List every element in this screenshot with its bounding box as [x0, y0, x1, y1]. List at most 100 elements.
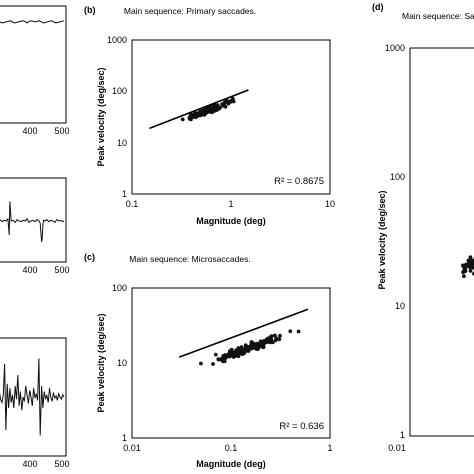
chart-c-ytick-1: 1 [122, 433, 127, 443]
chart-c-point [259, 341, 264, 346]
chart-c-ylabel: Peak velocity (deg/sec) [96, 313, 106, 412]
chart-c-point [277, 337, 282, 342]
chart-b-plot-area [131, 39, 331, 195]
trace-line-top [0, 20, 65, 24]
chart-c-xtick-0.01: 0.01 [123, 443, 141, 453]
chart-c-point [239, 345, 244, 350]
chart-c-point [249, 342, 254, 347]
chart-b-ytick-100: 100 [112, 86, 127, 96]
trace-middle-xtick-400: 400 [22, 265, 37, 275]
chart-c-point [249, 346, 254, 351]
chart-d-ytick-10: 10 [395, 301, 405, 311]
chart-c-xlabel: Magnitude (deg) [196, 459, 266, 469]
chart-c-point [231, 355, 236, 359]
chart-c-point [213, 352, 218, 357]
chart-c-point [199, 361, 203, 366]
chart-d-point [463, 269, 468, 273]
panel-label-b: (b) [84, 5, 96, 15]
trace-middle-xtick-500: 500 [54, 265, 69, 275]
chart-c-point [246, 347, 251, 351]
chart-c-point [236, 346, 241, 350]
chart-b-point [231, 99, 236, 104]
chart-b-point [230, 96, 235, 101]
chart-c-title: Main sequence: Microsaccades. [129, 254, 250, 264]
chart-b-ytick-1: 1 [122, 189, 127, 199]
chart-c-point [278, 333, 282, 338]
chart-c-point [270, 340, 275, 345]
trace-line-middle [0, 201, 65, 243]
chart-d-ytick-1000: 1000 [385, 43, 405, 53]
chart-c-ytick-100: 100 [112, 283, 127, 293]
trace-top-xtick-400: 400 [22, 126, 37, 136]
chart-c-point [228, 350, 233, 355]
chart-b-title: Main sequence: Primary saccades. [124, 6, 256, 16]
chart-panel-c: (c) Main sequence: Microsaccades. 100 10… [84, 252, 333, 469]
chart-b-ylabel: Peak velocity (deg/sec) [96, 67, 106, 166]
chart-d-point [468, 255, 473, 260]
trace-panel-middle: 400 500 [0, 177, 70, 275]
chart-b-point [205, 108, 210, 113]
chart-d-point [462, 274, 466, 279]
chart-b-points [180, 96, 236, 122]
chart-d-points [461, 255, 474, 279]
chart-b-point [191, 114, 196, 118]
chart-c-r2: R² = 0.636 [279, 421, 324, 432]
chart-d-ylabel: Peak velocity (deg/sec) [377, 190, 387, 289]
trace-panel-top: 400 500 [0, 5, 70, 136]
chart-b-point [222, 103, 226, 107]
chart-d-ytick-1: 1 [400, 430, 405, 440]
chart-b-xtick-1: 1 [228, 199, 233, 209]
chart-b-point [194, 114, 199, 119]
trace-frame-bottom [0, 337, 67, 457]
chart-b-point [210, 107, 215, 112]
chart-b-point [200, 111, 205, 116]
chart-d-point [468, 269, 473, 273]
chart-d-point [462, 264, 467, 269]
chart-d-title: Main sequence: Sa [402, 11, 474, 21]
chart-c-point [262, 339, 266, 343]
chart-c-point [273, 338, 278, 343]
chart-b-xtick-0.1: 0.1 [126, 199, 139, 209]
chart-d-point [471, 265, 474, 270]
chart-d-point [470, 262, 474, 267]
chart-b-point [215, 103, 220, 107]
trace-top-xtick-500: 500 [54, 126, 69, 136]
chart-c-point [221, 359, 225, 364]
chart-b-xlabel: Magnitude (deg) [196, 216, 266, 226]
chart-panel-b: (b) Main sequence: Primary saccades. 100… [84, 5, 335, 226]
chart-c-point [222, 356, 227, 360]
chart-b-xtick-10: 10 [325, 199, 335, 209]
chart-c-point [242, 351, 246, 356]
chart-b-point [228, 99, 233, 103]
chart-c-point [261, 345, 265, 350]
chart-c-points [199, 329, 301, 366]
chart-c-point [288, 329, 293, 334]
chart-c-fit-line [178, 308, 309, 358]
chart-d-plot-area [409, 47, 474, 437]
chart-c-xtick-0.1: 0.1 [225, 443, 238, 453]
trace-panel-bottom: 400 500 [0, 337, 70, 469]
chart-d-ytick-100: 100 [390, 172, 405, 182]
trace-bottom-xtick-400: 400 [22, 459, 37, 469]
chart-b-fit-line [149, 89, 249, 130]
chart-panel-d: (d) Main sequence: Sa 1000 100 10 1 0.01… [372, 2, 474, 453]
trace-frame-middle [0, 177, 67, 263]
panel-label-d: (d) [372, 2, 384, 12]
chart-d-xtick-0.01: 0.01 [388, 443, 406, 453]
panel-label-c: (c) [84, 252, 95, 262]
chart-b-ytick-10: 10 [117, 138, 127, 148]
chart-b-ytick-1000: 1000 [107, 35, 127, 45]
chart-c-point [254, 344, 259, 348]
trace-line-bottom [0, 358, 65, 436]
chart-d-point [470, 258, 474, 263]
chart-b-point [187, 116, 192, 121]
trace-bottom-xtick-500: 500 [54, 459, 69, 469]
chart-c-point [269, 337, 274, 342]
chart-c-xtick-1: 1 [327, 443, 332, 453]
chart-c-plot-area [131, 287, 331, 439]
chart-c-point [211, 362, 215, 366]
chart-c-point [269, 334, 274, 339]
trace-frame-top [0, 5, 67, 124]
chart-c-ytick-10: 10 [117, 358, 127, 368]
